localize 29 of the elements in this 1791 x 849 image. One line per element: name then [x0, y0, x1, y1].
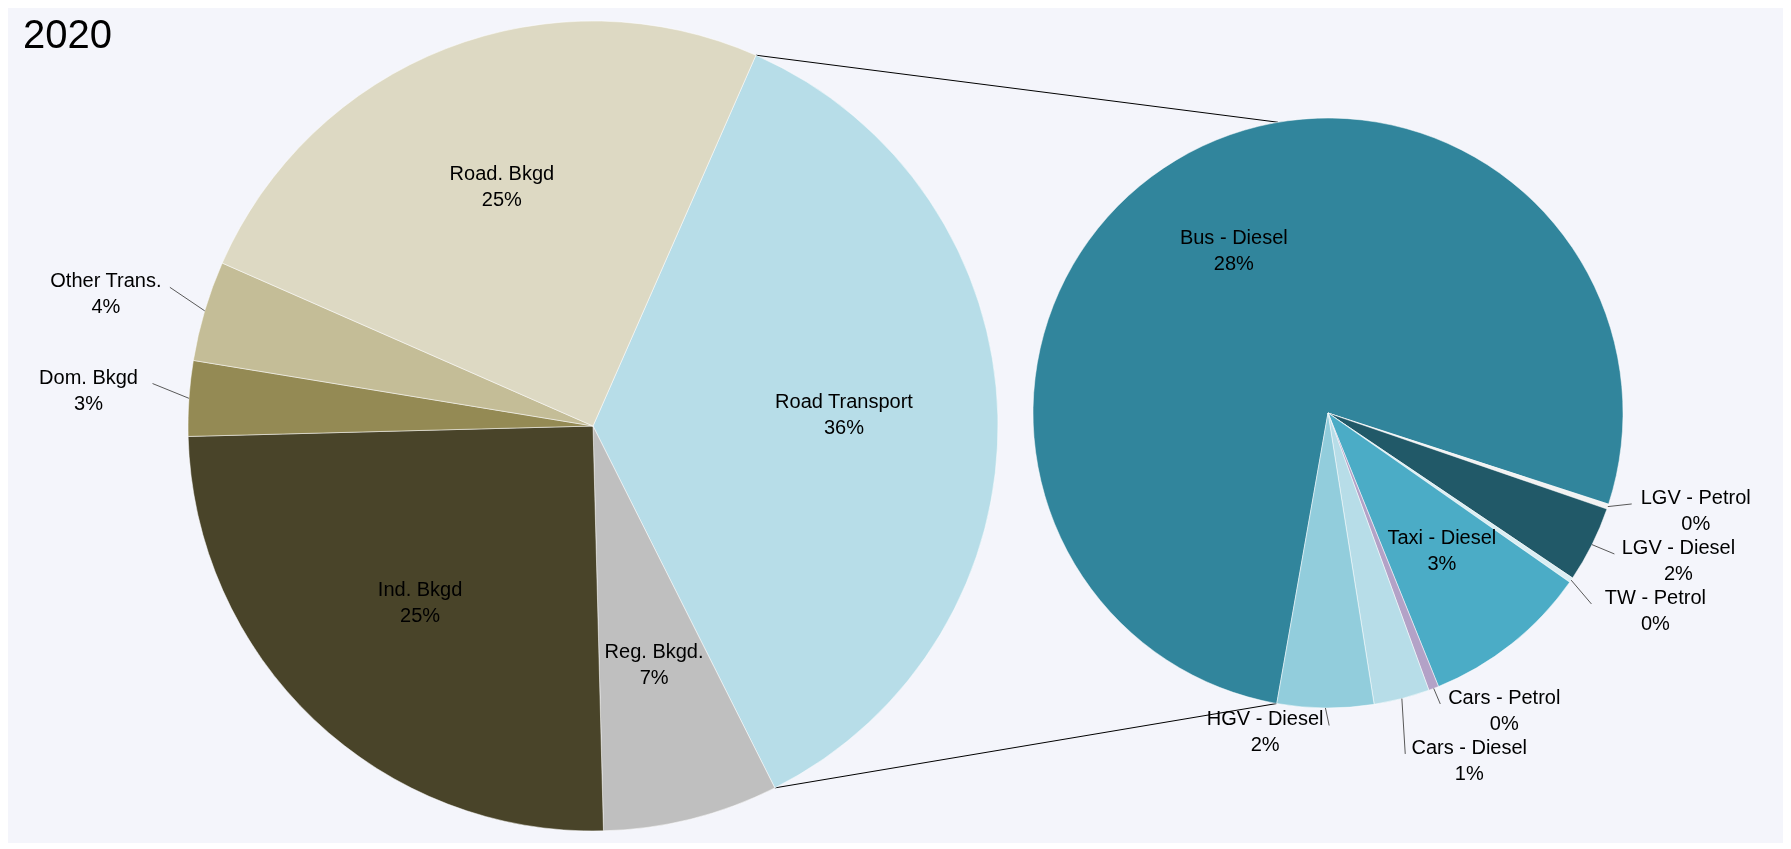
- data-label: 28%: [1213, 252, 1255, 275]
- data-label: 1%: [1454, 761, 1484, 784]
- slice-label: Cars - Diesel: [1411, 735, 1528, 758]
- slice-label: Ind. Bkgd: [377, 578, 463, 601]
- data-label: 25%: [400, 604, 441, 627]
- slice-label: Bus - Diesel: [1179, 226, 1288, 249]
- data-label: 4%: [91, 295, 121, 318]
- slice-label: Cars - Petrol: [1448, 685, 1561, 708]
- slice-label: Reg. Bkgd.: [604, 639, 704, 662]
- slice-label: Taxi - Diesel: [1387, 526, 1497, 549]
- chart-title: 2020: [23, 12, 112, 56]
- data-label: 2%: [1250, 733, 1280, 756]
- slice-label: HGV - Diesel: [1206, 707, 1324, 730]
- data-label: 25%: [481, 188, 523, 211]
- data-label: 2%: [1663, 561, 1694, 584]
- data-label: 0%: [1681, 511, 1711, 534]
- data-label: 3%: [74, 391, 104, 414]
- data-label: 3%: [1427, 552, 1457, 575]
- data-label: 36%: [824, 415, 865, 438]
- slice-label: Road. Bkgd: [449, 162, 555, 185]
- slice-label: LGV - Petrol: [1640, 485, 1751, 508]
- slice-label: LGV - Diesel: [1621, 535, 1736, 558]
- slice-label: Other Trans.: [50, 269, 162, 292]
- slice-label: Dom. Bkgd: [39, 365, 139, 388]
- data-label: 0%: [1640, 611, 1671, 634]
- data-label: 0%: [1489, 711, 1519, 734]
- slice-label: TW - Petrol: [1604, 585, 1706, 608]
- data-label: 7%: [639, 665, 669, 688]
- slice-label: Road Transport: [775, 389, 914, 412]
